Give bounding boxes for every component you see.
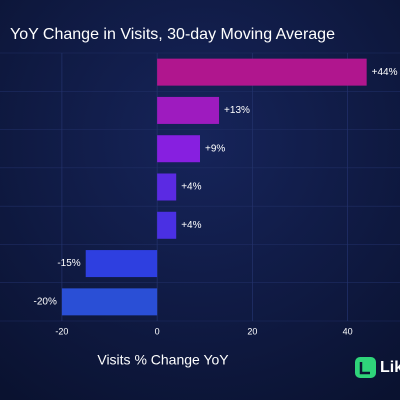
bar (157, 211, 177, 239)
bar (85, 250, 158, 278)
bar (157, 173, 177, 201)
value-label: +4% (181, 220, 201, 231)
value-label: -15% (57, 258, 80, 269)
x-tick-label: 40 (343, 326, 353, 336)
bar (61, 288, 158, 316)
x-tick-label: 20 (247, 326, 257, 336)
bar (157, 96, 220, 124)
x-axis-label: Visits % Change YoY (97, 352, 229, 368)
value-label: +13% (224, 105, 250, 116)
value-label: +44% (372, 67, 398, 78)
logo-text: Lik (380, 359, 400, 376)
x-tick-label: 0 (155, 326, 160, 336)
value-label: -20% (34, 296, 57, 307)
logo-mark (359, 362, 370, 375)
logo-icon (355, 357, 376, 378)
x-tick-label: -20 (55, 326, 68, 336)
value-label: +4% (181, 182, 201, 193)
bar (157, 58, 367, 86)
chart-title: YoY Change in Visits, 30-day Moving Aver… (10, 26, 335, 43)
value-label: +9% (205, 143, 225, 154)
bar (157, 135, 200, 163)
